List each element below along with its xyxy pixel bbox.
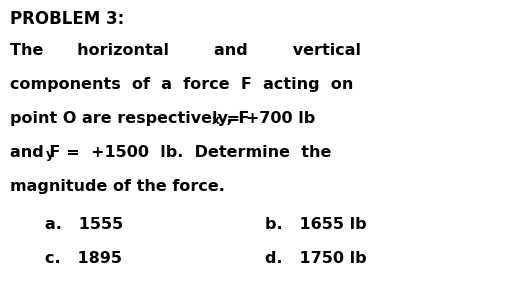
Text: point O are respectively, F: point O are respectively, F xyxy=(10,111,249,126)
Text: components  of  a  force  F  acting  on: components of a force F acting on xyxy=(10,77,354,92)
Text: and F: and F xyxy=(10,145,60,160)
Text: = +700 lb: = +700 lb xyxy=(221,111,315,126)
Text: x: x xyxy=(212,114,220,127)
Text: PROBLEM 3:: PROBLEM 3: xyxy=(10,10,124,28)
Text: =  +1500  lb.  Determine  the: = +1500 lb. Determine the xyxy=(55,145,331,160)
Text: a.   1555: a. 1555 xyxy=(45,217,123,232)
Text: b.   1655 lb: b. 1655 lb xyxy=(265,217,366,232)
Text: c.   1895: c. 1895 xyxy=(45,251,122,266)
Text: magnitude of the force.: magnitude of the force. xyxy=(10,179,225,194)
Text: y: y xyxy=(46,148,54,161)
Text: The      horizontal        and        vertical: The horizontal and vertical xyxy=(10,43,361,58)
Text: d.   1750 lb: d. 1750 lb xyxy=(265,251,366,266)
